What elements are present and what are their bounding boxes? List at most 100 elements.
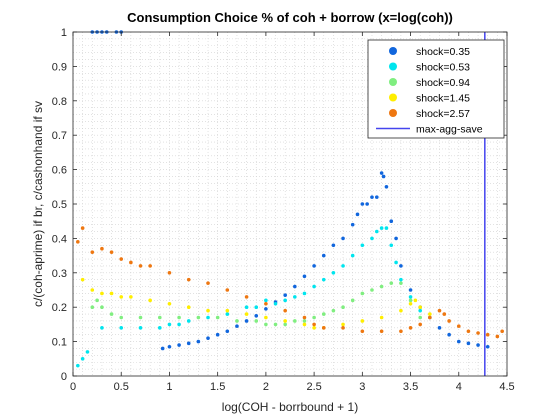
data-point (399, 281, 403, 285)
data-point (225, 312, 230, 316)
data-point (466, 329, 471, 334)
data-point (341, 236, 345, 241)
data-point (456, 339, 461, 344)
x-tick-label: 3 (359, 381, 365, 393)
data-point (418, 322, 423, 327)
data-point (456, 324, 461, 328)
x-tick-label: 4 (456, 381, 462, 393)
data-point (312, 264, 316, 268)
data-point (350, 253, 355, 258)
y-axis-label: c/(coh-aprime) if br, c/cashonhand if sv (31, 101, 45, 307)
data-point (293, 295, 297, 299)
chart-title: Consumption Choice % of coh + borrow (x=… (127, 10, 453, 25)
data-point (244, 305, 249, 310)
y-tick-label: 0.4 (52, 233, 67, 245)
data-point (273, 322, 278, 327)
data-point (379, 284, 384, 289)
x-tick-label: 1 (166, 381, 172, 393)
data-point (109, 250, 114, 254)
data-point (312, 322, 316, 327)
data-point (138, 315, 143, 320)
data-point (206, 308, 210, 313)
data-point (293, 319, 297, 323)
data-point (76, 240, 80, 244)
axis-ticks: 0 0.5 1 1.5 2 2.5 3 3.5 4 4.5 0 0.1 0.2 0.3 0.4 0.5 0.6 0… (52, 27, 515, 393)
data-point (394, 236, 398, 241)
data-point (399, 329, 403, 334)
legend-label: max-agg-save (416, 124, 483, 136)
data-point (273, 301, 278, 306)
data-point (167, 301, 172, 306)
data-point (225, 329, 230, 334)
legend-marker (389, 78, 397, 86)
data-point (100, 291, 104, 296)
x-tick-label: 2 (263, 381, 269, 393)
data-point (264, 315, 268, 320)
data-point (177, 322, 181, 327)
data-point (360, 329, 365, 334)
data-point (408, 298, 413, 303)
data-point (321, 312, 326, 316)
y-tick-label: 0.2 (52, 302, 67, 314)
data-point (399, 308, 403, 313)
data-point (235, 324, 239, 328)
legend-marker (389, 93, 397, 102)
data-point (129, 295, 133, 299)
data-point (264, 322, 268, 327)
data-point (177, 343, 181, 347)
data-point (80, 226, 85, 230)
legend-marker (389, 62, 397, 71)
data-point (225, 308, 230, 313)
data-point (215, 332, 220, 337)
data-point (186, 305, 191, 310)
x-axis-label: log(COH - borrbound + 1) (222, 400, 358, 414)
data-point (264, 307, 268, 311)
y-tick-label: 0.1 (52, 337, 67, 349)
data-point (379, 226, 384, 230)
legend-marker (389, 109, 397, 117)
data-point (350, 298, 355, 303)
data-point (466, 341, 471, 346)
data-point (413, 298, 418, 303)
data-point (225, 288, 230, 292)
data-point (476, 343, 480, 347)
data-point (418, 308, 423, 313)
data-point (167, 322, 172, 327)
data-point (408, 301, 413, 306)
data-point (90, 305, 95, 310)
legend-label: shock=1.45 (416, 93, 470, 105)
data-point (389, 219, 394, 223)
data-point (100, 305, 104, 310)
data-point (341, 305, 345, 310)
x-tick-label: 0.5 (114, 381, 129, 393)
x-tick-label: 1.5 (210, 381, 225, 393)
data-point (95, 298, 99, 303)
data-point (76, 363, 80, 368)
data-point (418, 305, 423, 310)
data-point (485, 332, 490, 337)
data-point (355, 212, 360, 217)
data-point (283, 298, 287, 303)
data-point (418, 315, 423, 320)
data-point (370, 288, 374, 292)
data-point (100, 326, 104, 330)
data-point (379, 171, 384, 175)
data-point (148, 264, 152, 268)
data-point (119, 295, 124, 299)
data-point (365, 202, 369, 206)
data-point (215, 315, 220, 320)
data-point (379, 315, 384, 320)
data-point (138, 264, 143, 268)
data-point (90, 250, 95, 254)
data-point (129, 260, 133, 265)
data-point (381, 174, 386, 179)
x-tick-label: 2.5 (306, 381, 321, 393)
data-point (283, 308, 287, 313)
data-point (244, 319, 249, 323)
data-point (312, 284, 316, 289)
data-point (167, 344, 172, 349)
data-point (370, 195, 374, 199)
scatter-points (76, 30, 504, 368)
data-point (312, 326, 316, 330)
